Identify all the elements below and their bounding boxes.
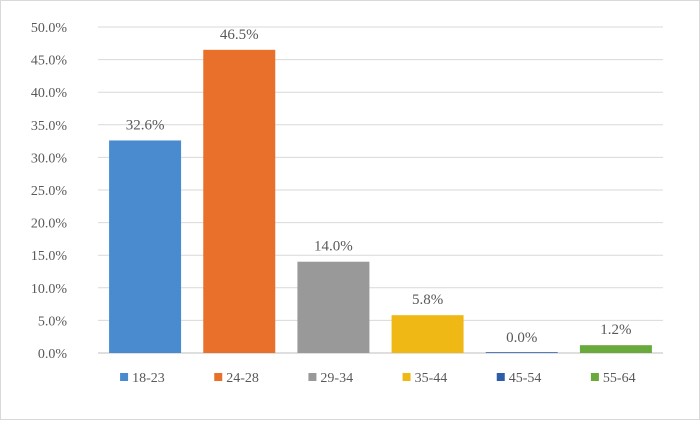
- legend-label: 29-34: [320, 371, 353, 386]
- bars: [109, 49, 652, 353]
- legend-swatch: [590, 373, 599, 381]
- legend-swatch: [214, 373, 223, 381]
- y-tick-label: 45.0%: [31, 54, 68, 69]
- y-tick-label: 50.0%: [31, 21, 68, 36]
- bar-45-54: [485, 352, 558, 353]
- bar-24-28: [203, 49, 276, 353]
- y-tick-label: 25.0%: [31, 184, 68, 199]
- legend: 18-23 24-28 29-34 35-44 45-54 55-64: [120, 371, 636, 386]
- y-axis-tick-labels: 0.0% 5.0% 10.0% 15.0% 20.0% 25.0% 30.0% 35.0% 40…: [31, 21, 68, 362]
- y-tick-label: 35.0%: [31, 119, 68, 134]
- bar-29-34: [297, 261, 370, 353]
- data-labels: 32.6% 46.5% 14.0% 5.8% 0.0% 1.2%: [126, 27, 632, 346]
- legend-label: 55-64: [603, 371, 636, 386]
- bar-18-23: [109, 140, 182, 353]
- data-label: 32.6%: [126, 117, 165, 133]
- bar-55-64: [579, 345, 652, 353]
- y-tick-label: 5.0%: [38, 314, 68, 329]
- gridlines: [98, 26, 663, 354]
- legend-swatch: [496, 373, 505, 381]
- y-tick-label: 40.0%: [31, 86, 68, 101]
- legend-swatch: [308, 373, 317, 381]
- data-label: 14.0%: [314, 239, 353, 255]
- bar-35-44: [391, 315, 464, 353]
- data-label: 0.0%: [506, 330, 537, 346]
- legend-label: 24-28: [226, 371, 259, 386]
- y-tick-label: 15.0%: [31, 249, 68, 264]
- legend-label: 45-54: [509, 371, 542, 386]
- legend-swatch: [402, 373, 411, 381]
- data-label: 1.2%: [600, 322, 631, 338]
- data-label: 46.5%: [220, 27, 259, 43]
- y-tick-label: 0.0%: [38, 347, 68, 362]
- y-tick-label: 30.0%: [31, 151, 68, 166]
- legend-swatch: [120, 373, 129, 381]
- legend-label: 18-23: [132, 371, 165, 386]
- y-tick-label: 10.0%: [31, 282, 68, 297]
- data-label: 5.8%: [412, 292, 443, 308]
- y-tick-label: 20.0%: [31, 217, 68, 232]
- legend-label: 35-44: [415, 371, 448, 386]
